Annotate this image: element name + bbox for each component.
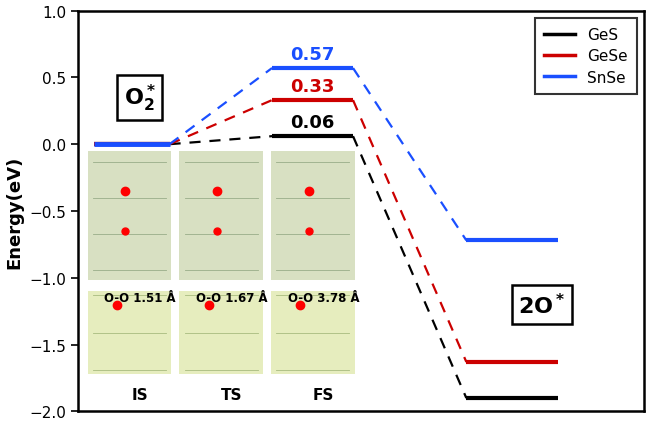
FancyBboxPatch shape [271,291,355,374]
FancyBboxPatch shape [179,291,263,374]
FancyBboxPatch shape [88,291,171,374]
Legend: GeS, GeSe, SnSe: GeS, GeSe, SnSe [535,19,637,95]
Text: O-O 3.78 Å: O-O 3.78 Å [287,291,359,305]
FancyBboxPatch shape [179,152,263,281]
Text: IS: IS [131,388,148,403]
Y-axis label: Energy(eV): Energy(eV) [6,155,23,268]
Text: TS: TS [221,388,242,403]
Text: 0.06: 0.06 [291,114,335,132]
Text: $\mathbf{O_2^*}$: $\mathbf{O_2^*}$ [124,83,156,114]
Text: $\mathbf{2O^*}$: $\mathbf{2O^*}$ [518,292,566,317]
Text: 0.57: 0.57 [291,46,335,63]
Text: FS: FS [313,388,334,403]
Text: 0.33: 0.33 [291,78,335,95]
Text: O-O 1.67 Å: O-O 1.67 Å [196,291,267,305]
FancyBboxPatch shape [88,152,171,281]
FancyBboxPatch shape [271,152,355,281]
Text: O-O 1.51 Å: O-O 1.51 Å [104,291,176,305]
